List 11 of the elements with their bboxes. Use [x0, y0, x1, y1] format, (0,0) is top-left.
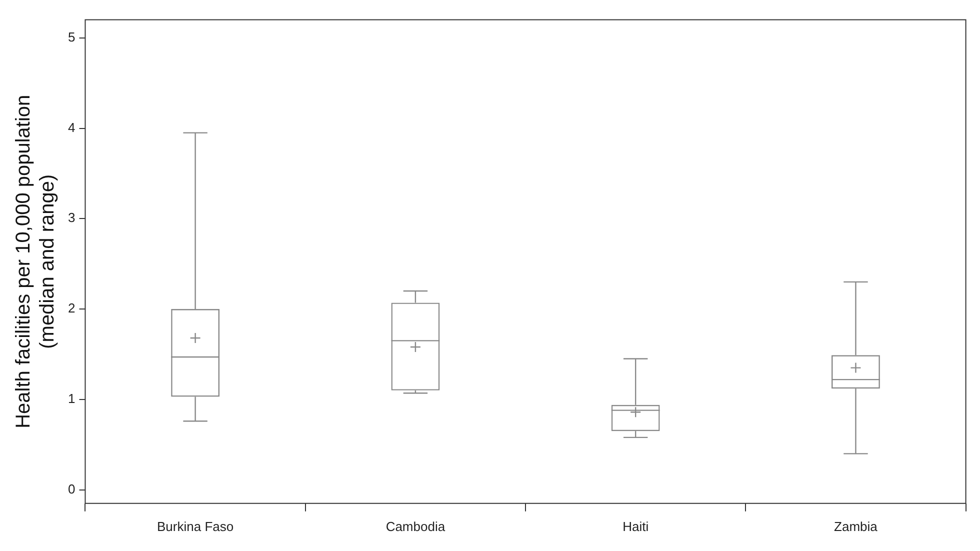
x-tick-label: Haiti	[622, 518, 649, 534]
y-tick-label: 4	[68, 120, 76, 135]
x-tick-label: Zambia	[834, 518, 878, 534]
y-tick-label: 3	[68, 210, 76, 226]
y-tick-label: 0	[68, 481, 76, 496]
y-axis-title: Health facilities per 10,000 population (median and range)	[12, 94, 59, 428]
y-tick-label: 1	[68, 391, 76, 406]
x-tick-label: Cambodia	[386, 518, 446, 534]
y-tick-label: 2	[68, 300, 76, 316]
y-tick-label: 5	[68, 29, 76, 44]
x-tick-label: Burkina Faso	[157, 518, 234, 534]
